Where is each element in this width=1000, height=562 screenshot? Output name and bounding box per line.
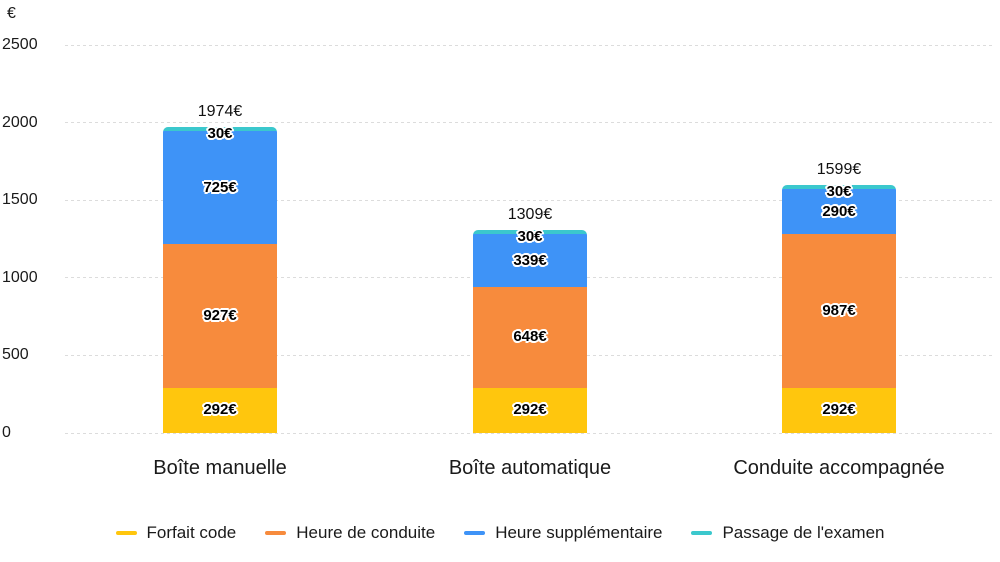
segment-value-label: 30€ <box>207 124 233 142</box>
bar-1[interactable] <box>163 126 277 433</box>
legend-swatch <box>115 531 137 535</box>
segment-value-label: 725€ <box>203 178 237 196</box>
y-tick-label: 2500 <box>2 36 38 53</box>
bar-segment[interactable] <box>163 126 277 132</box>
bar-segment[interactable] <box>782 387 896 433</box>
legend: Forfait code Heure de conduite Heure suppl… <box>0 521 1000 545</box>
segment-value-label: 339€ <box>513 251 547 269</box>
y-tick-label: 1500 <box>2 191 38 209</box>
y-axis-title: € <box>7 5 16 22</box>
y-tick-label: 1000 <box>2 268 38 286</box>
x-category-label: Conduite accompagnée <box>733 457 945 479</box>
bar-segment[interactable] <box>473 234 587 288</box>
legend-item[interactable]: Heure de conduite <box>265 523 435 543</box>
legend-item-label: Forfait code <box>146 523 237 542</box>
segment-value-label: 987€ <box>822 302 856 320</box>
legend-swatch <box>265 531 287 535</box>
segment-value-label: 292€ <box>203 401 237 419</box>
legend-item-label: Heure supplémentaire <box>495 523 663 542</box>
segment-value-label: 30€ <box>826 182 852 200</box>
bar-segment[interactable] <box>782 234 896 388</box>
segment-value-label: 927€ <box>203 306 237 324</box>
segment-value-label: 648€ <box>513 328 547 346</box>
y-tick-label: 2000 <box>2 113 38 131</box>
legend-swatch <box>464 531 486 535</box>
x-category-label: Boîte automatique <box>448 457 612 479</box>
bar-total-label: 1974€ <box>197 102 243 120</box>
gridline <box>65 199 995 201</box>
legend-item-label: Passage de l'examen <box>722 523 885 542</box>
gridline <box>65 122 995 124</box>
bar-segment[interactable] <box>163 131 277 244</box>
segment-value-label: 292€ <box>822 401 856 419</box>
legend-item[interactable]: Forfait code <box>115 523 237 543</box>
bar-total-label: 1309€ <box>507 205 553 223</box>
bar-total-label: 1599€ <box>816 160 862 178</box>
gridline <box>65 44 995 46</box>
bar-segment[interactable] <box>163 387 277 433</box>
x-category-label: Boîte manuelle <box>153 457 287 479</box>
bar-segment[interactable] <box>782 189 896 235</box>
segment-value-label: 290€ <box>822 202 856 220</box>
segment-value-label: 30€ <box>517 227 543 245</box>
legend-item[interactable]: Heure supplémentaire <box>464 523 662 543</box>
y-tick-label: 0 <box>2 424 11 441</box>
bar-2[interactable] <box>473 229 587 433</box>
bar-segment[interactable] <box>473 287 587 388</box>
legend-item[interactable]: Passage de l'examen <box>691 523 884 543</box>
bar-segment[interactable] <box>473 387 587 433</box>
bar-3[interactable] <box>782 184 896 433</box>
gridline <box>65 432 995 434</box>
bar-segment[interactable] <box>473 229 587 235</box>
bar-segment[interactable] <box>163 243 277 388</box>
legend-item-label: Heure de conduite <box>296 523 436 542</box>
segment-value-label: 292€ <box>513 401 547 419</box>
y-tick-label: 500 <box>2 346 29 364</box>
bar-segment[interactable] <box>782 184 896 190</box>
legend-swatch <box>691 531 713 535</box>
